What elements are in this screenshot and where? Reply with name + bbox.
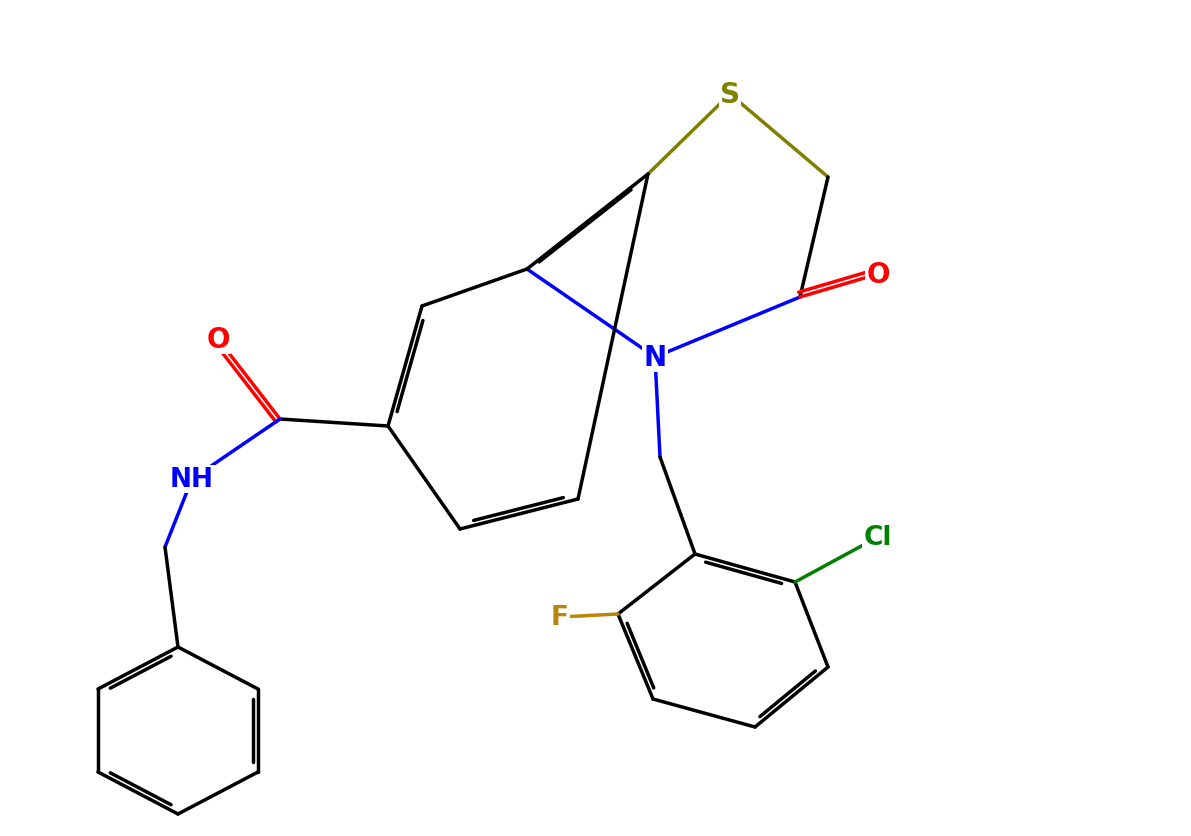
- Text: S: S: [721, 81, 740, 109]
- Text: Cl: Cl: [863, 524, 892, 550]
- Text: NH: NH: [170, 466, 214, 492]
- Text: O: O: [206, 325, 230, 354]
- Text: F: F: [551, 604, 569, 630]
- Text: O: O: [866, 261, 890, 288]
- Text: N: N: [643, 344, 667, 371]
